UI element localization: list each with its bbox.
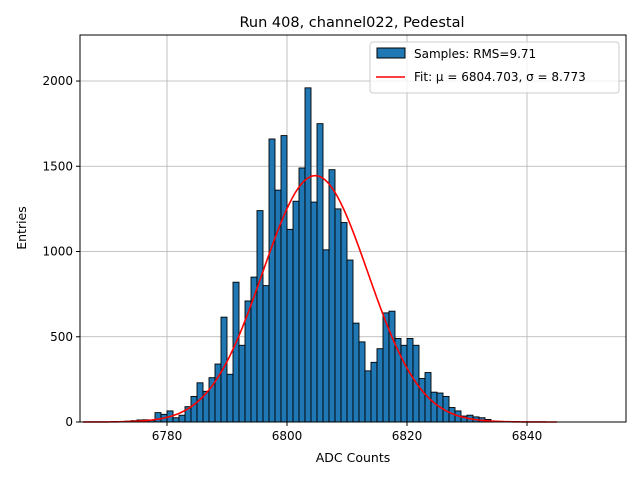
y-tick-label: 1000 — [42, 245, 73, 259]
histogram-bar — [154, 412, 162, 423]
fit-curve — [82, 174, 557, 423]
histogram-bar — [190, 395, 198, 423]
histogram-bar — [358, 341, 366, 423]
histogram-bar — [364, 370, 372, 423]
histogram-bar — [226, 373, 234, 423]
histogram-bar — [406, 338, 414, 423]
histogram-bar — [316, 123, 324, 423]
histogram-bar — [292, 200, 300, 423]
histogram-bar — [238, 344, 246, 423]
y-axis-label: Entries — [14, 206, 29, 250]
histogram-bar — [346, 259, 354, 423]
histogram-bar — [286, 228, 294, 423]
x-tick-label: 6820 — [392, 429, 423, 443]
histogram-bar — [322, 249, 330, 423]
plot-frame — [79, 34, 627, 423]
histogram-bar — [304, 87, 312, 423]
x-axis-ticks: 6780 6800 6820 6840 — [152, 422, 543, 443]
legend-box — [369, 41, 620, 94]
histogram-bar — [340, 222, 348, 423]
histogram-bar — [376, 348, 384, 423]
legend-histogram-swatch — [376, 47, 406, 59]
legend-histogram-label: Samples: RMS=9.71 — [414, 47, 536, 61]
histogram-bar — [352, 322, 360, 423]
histogram-bar — [298, 167, 306, 423]
histogram-bar — [418, 378, 426, 423]
histogram-bar — [310, 201, 318, 423]
histogram-bar — [268, 138, 276, 423]
x-tick-label: 6800 — [272, 429, 303, 443]
histogram-bar — [388, 310, 396, 423]
histogram-bar — [232, 281, 240, 423]
histogram-bar — [280, 135, 288, 423]
y-tick-label: 500 — [50, 330, 73, 344]
histogram-bars — [118, 87, 516, 423]
legend-fit-label: Fit: μ = 6804.703, σ = 8.773 — [414, 70, 586, 84]
x-tick-label: 6840 — [512, 429, 543, 443]
histogram-bar — [328, 169, 336, 423]
histogram-bar — [370, 361, 378, 423]
y-tick-label: 2000 — [42, 74, 73, 88]
legend: Samples: RMS=9.71 Fit: μ = 6804.703, σ =… — [369, 41, 620, 94]
y-tick-label: 1500 — [42, 159, 73, 173]
y-axis-ticks: 0 500 1000 1500 2000 — [42, 74, 80, 429]
histogram-bar — [172, 417, 180, 423]
x-axis-label: ADC Counts — [316, 450, 391, 465]
histogram-bar — [178, 414, 186, 423]
histogram-bar — [256, 210, 264, 423]
histogram-bar — [334, 208, 342, 423]
chart-title: Run 408, channel022, Pedestal — [239, 15, 464, 31]
histogram-bar — [262, 285, 270, 423]
histogram-bar — [430, 391, 438, 423]
y-tick-label: 0 — [65, 415, 73, 429]
x-tick-label: 6780 — [152, 429, 183, 443]
